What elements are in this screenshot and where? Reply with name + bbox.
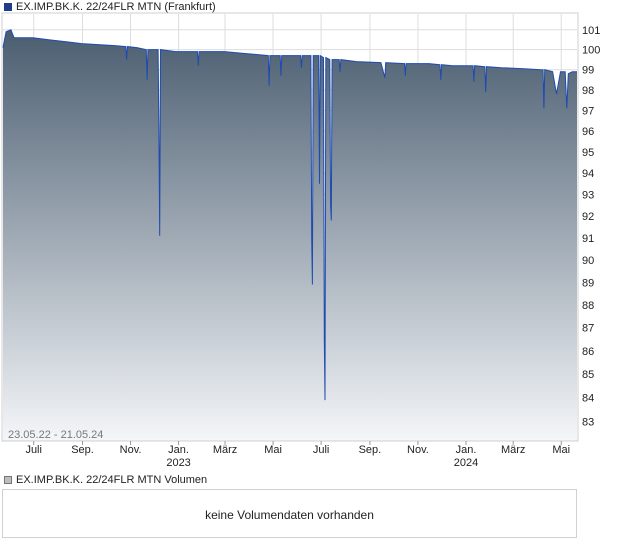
volume-legend-swatch — [4, 476, 12, 484]
x-tick-label: Sep. — [71, 444, 94, 456]
y-tick-label: 97 — [582, 105, 594, 117]
y-tick-label: 90 — [582, 255, 594, 267]
x-tick-label: Jan. — [168, 444, 189, 456]
y-tick-label: 98 — [582, 85, 594, 97]
x-tick-label: März — [213, 444, 237, 456]
y-tick-label: 94 — [582, 168, 594, 180]
x-tick-label: Nov. — [120, 444, 142, 456]
date-range-label: 23.05.22 - 21.05.24 — [8, 429, 103, 441]
y-tick-label: 86 — [582, 346, 594, 358]
y-tick-label: 87 — [582, 323, 594, 335]
x-tick-label: Mai — [264, 444, 282, 456]
y-tick-label: 91 — [582, 233, 594, 245]
price-legend-swatch — [4, 3, 12, 11]
y-tick-label: 95 — [582, 147, 594, 159]
price-legend: EX.IMP.BK.K. 22/24FLR MTN (Frankfurt) — [4, 1, 216, 14]
plot-frame — [1, 12, 579, 442]
x-tick-label: Sep. — [359, 444, 382, 456]
y-tick-label: 99 — [582, 65, 594, 77]
x-tick-label: März — [501, 444, 525, 456]
y-tick-label: 100 — [582, 45, 600, 57]
y-axis-ticks: 83 84 85 86 87 88 89 90 91 92 93 94 95 96 97 98 99 100 101 — [582, 25, 600, 429]
volume-legend-label: EX.IMP.BK.K. 22/24FLR MTN Volumen — [16, 474, 208, 486]
volume-panel: keine Volumendaten vorhanden — [2, 489, 577, 538]
y-tick-label: 88 — [582, 300, 594, 312]
price-area-fill — [3, 29, 577, 442]
y-tick-label: 96 — [582, 126, 594, 138]
y-tick-label: 85 — [582, 369, 594, 381]
y-tick-label: 84 — [582, 393, 594, 405]
x-tick-year-label: 2023 — [166, 457, 190, 469]
price-chart: 83 84 85 86 87 88 89 90 91 92 93 94 95 96 97 98 99 100 101… — [1, 12, 600, 469]
price-legend-label: EX.IMP.BK.K. 22/24FLR MTN (Frankfurt) — [16, 1, 216, 13]
y-tick-label: 83 — [582, 417, 594, 429]
y-tick-label: 93 — [582, 190, 594, 202]
x-tick-label: Nov. — [407, 444, 429, 456]
volume-legend: EX.IMP.BK.K. 22/24FLR MTN Volumen — [4, 474, 207, 487]
volume-empty-message: keine Volumendaten vorhanden — [205, 508, 374, 522]
price-line — [2, 29, 577, 401]
x-tick-label: Juli — [313, 444, 330, 456]
x-tick-label: Jan. — [456, 444, 477, 456]
y-tick-label: 101 — [582, 25, 600, 37]
x-tick-label: Mai — [552, 444, 570, 456]
x-tick-year-label: 2024 — [454, 457, 478, 469]
price-area — [2, 29, 577, 442]
x-tick-label: Juli — [25, 444, 42, 456]
y-tick-label: 89 — [582, 277, 594, 289]
y-tick-label: 92 — [582, 211, 594, 223]
